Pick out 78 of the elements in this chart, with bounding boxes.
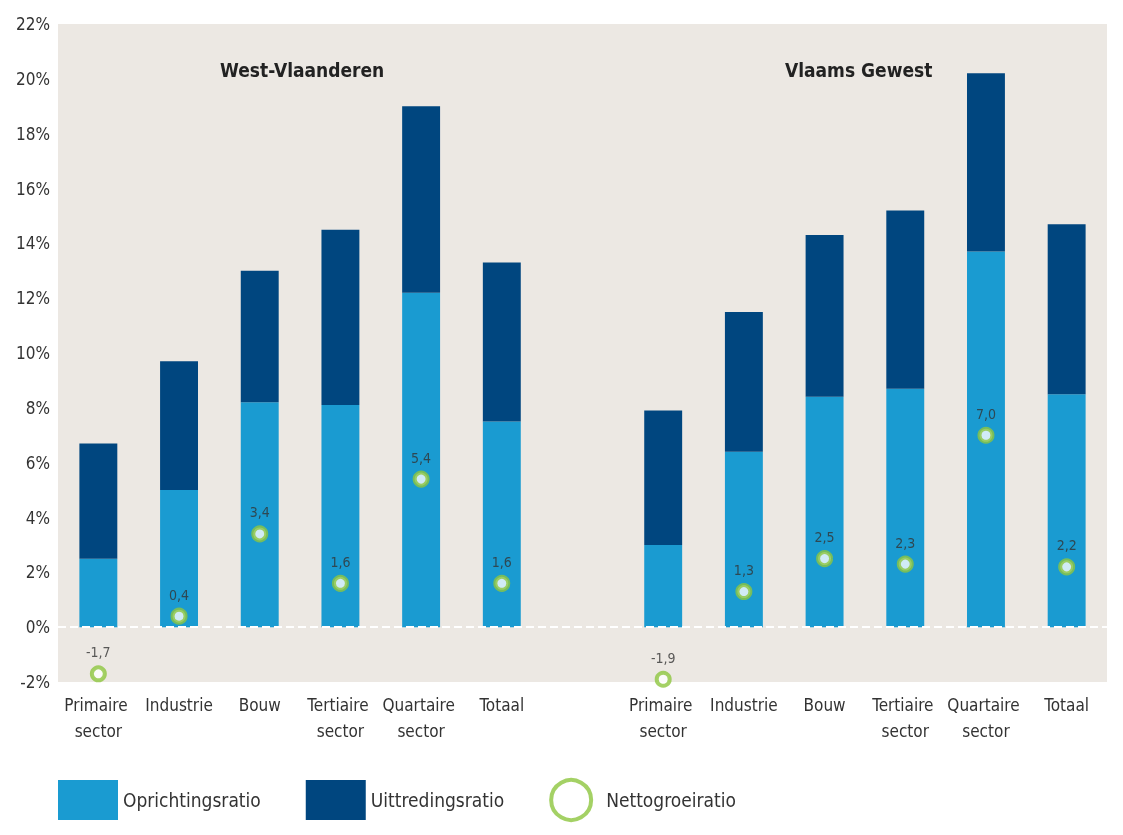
point	[89, 665, 107, 683]
data-label: 3,4	[249, 504, 270, 521]
bar	[886, 388, 925, 628]
data-label: -1,9	[650, 649, 676, 666]
bar	[805, 396, 844, 628]
y-tick-label: 10%	[16, 343, 50, 363]
y-tick-label: 22%	[16, 14, 50, 34]
data-label: 2,5	[814, 529, 835, 546]
point	[251, 525, 269, 543]
y-tick-label: 2%	[25, 562, 50, 583]
bar	[886, 210, 925, 389]
bar	[644, 410, 683, 545]
data-label: 1,3	[733, 562, 754, 579]
bar	[79, 558, 118, 628]
data-label: 7,0	[975, 405, 996, 422]
bar	[724, 451, 763, 628]
x-tick-label: Bouw	[238, 695, 281, 715]
legend-label: Oprichtingsratio	[123, 789, 261, 811]
point	[412, 470, 430, 488]
x-tick-label: Tertiaire sector	[871, 695, 939, 741]
legend-label: Uittredingsratio	[370, 789, 505, 811]
x-tick-label: Primaire sector	[64, 695, 133, 741]
x-tick-label: Bouw	[803, 695, 846, 715]
x-tick-label: Primaire sector	[629, 695, 698, 741]
annotation: Vlaams Gewest	[784, 58, 933, 81]
bar	[160, 361, 198, 491]
data-label: 5,4	[411, 449, 432, 466]
bar	[967, 251, 1005, 628]
bar	[724, 311, 763, 452]
point	[977, 426, 995, 444]
point	[493, 574, 511, 592]
x-tick-label: Quartaire sector	[947, 695, 1025, 741]
bar	[1047, 224, 1086, 395]
y-tick-label: 14%	[16, 233, 50, 254]
bar	[321, 229, 360, 406]
bar	[1047, 394, 1086, 628]
bar	[482, 421, 521, 628]
y-tick-label: 6%	[25, 452, 50, 473]
x-tick-label: Industrie	[710, 695, 778, 715]
point	[654, 670, 672, 688]
y-tick-label: -2%	[20, 672, 50, 692]
data-label: 1,6	[330, 553, 351, 570]
y-tick-label: 0%	[25, 617, 50, 638]
annotation: West-Vlaanderen	[220, 58, 385, 81]
bar	[79, 443, 118, 559]
x-tick-label: Tertiaire sector	[306, 695, 374, 741]
bar	[240, 270, 279, 403]
bar	[805, 235, 844, 397]
y-tick-label: 12%	[16, 288, 50, 309]
x-tick-label: Quartaire sector	[382, 695, 460, 741]
y-tick-label: 8%	[25, 397, 50, 418]
data-label: 0,4	[169, 586, 190, 603]
bar	[321, 405, 360, 628]
point	[170, 607, 188, 625]
point	[735, 583, 753, 601]
data-label: 2,3	[895, 534, 916, 551]
legend-label: Nettogroeiratio	[606, 789, 736, 811]
data-label: -1,7	[86, 644, 111, 661]
x-tick-label: Industrie	[145, 695, 213, 715]
data-label: 1,6	[491, 553, 512, 570]
y-tick-label: 20%	[16, 68, 50, 89]
x-tick-label: Totaal	[1043, 695, 1090, 715]
point	[331, 574, 349, 592]
point	[896, 555, 914, 573]
bar	[240, 402, 279, 628]
bar	[482, 262, 521, 422]
data-label: 2,2	[1056, 537, 1077, 554]
y-tick-label: 4%	[25, 507, 50, 528]
bar	[967, 73, 1005, 252]
y-tick-label: 18%	[16, 123, 50, 144]
bar	[644, 544, 683, 628]
x-tick-label: Totaal	[478, 695, 525, 715]
point	[816, 550, 834, 568]
bar	[402, 292, 441, 628]
point	[1058, 558, 1076, 576]
bar	[160, 490, 198, 628]
bar	[402, 106, 441, 293]
y-tick-label: 16%	[16, 178, 50, 199]
